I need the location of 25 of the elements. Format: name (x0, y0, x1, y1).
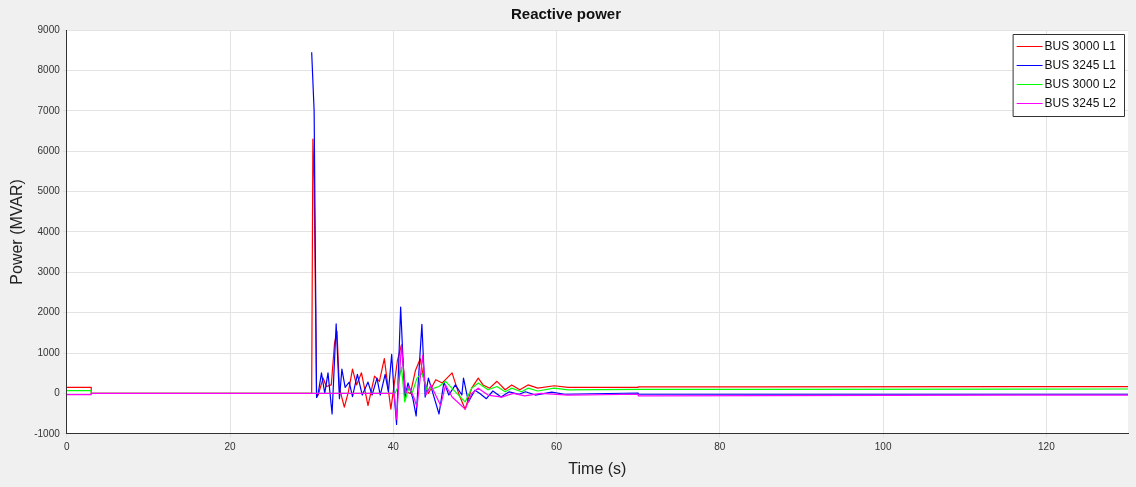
y-tick-label: -1000 (34, 427, 61, 439)
chart-title: Reactive power (510, 5, 622, 23)
x-tick-label: 60 (551, 440, 563, 452)
legend-label: BUS 3245 L2 (1044, 95, 1117, 110)
legend-label: BUS 3000 L1 (1044, 38, 1117, 53)
y-tick-label: 7000 (37, 104, 61, 116)
x-tick-label: 100 (874, 440, 892, 452)
x-tick-label: 20 (224, 440, 237, 452)
x-tick-label: 40 (387, 440, 400, 452)
x-axis-title: Time (s) (568, 459, 627, 477)
y-tick-label: 1000 (37, 346, 61, 358)
y-tick-label: 6000 (37, 144, 61, 156)
legend-label: BUS 3000 L2 (1044, 76, 1117, 91)
y-tick-label: 0 (54, 387, 61, 399)
y-axis-title: Power (MVAR) (8, 179, 26, 285)
x-tick-label: 120 (1038, 440, 1056, 452)
y-tick-label: 4000 (37, 225, 61, 237)
x-tick-label: 0 (63, 440, 70, 452)
y-tick-label: 2000 (37, 306, 61, 318)
legend-label: BUS 3245 L1 (1044, 57, 1117, 72)
y-tick-label: 5000 (37, 185, 61, 197)
y-tick-label: 8000 (37, 64, 61, 76)
y-tick-label: 9000 (37, 23, 61, 35)
x-tick-label: 80 (714, 440, 726, 452)
y-tick-label: 3000 (37, 266, 61, 278)
